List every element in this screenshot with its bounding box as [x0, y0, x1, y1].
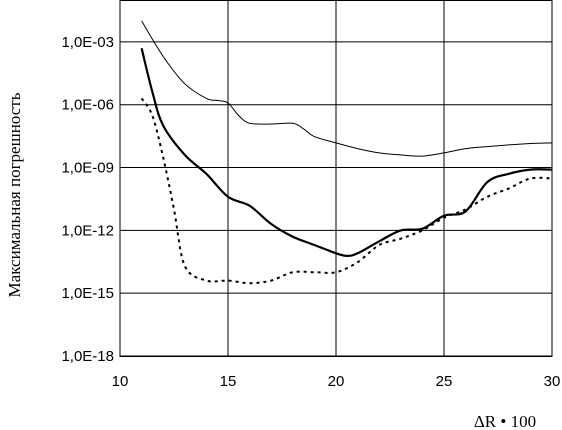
y-axis-label: Максимальная погрешность [5, 92, 24, 297]
y-tick-label: 1,0E-15 [61, 285, 114, 302]
y-tick-label: 1,0E-12 [61, 222, 114, 239]
x-tick-label: 10 [112, 373, 129, 390]
series-line-3 [140, 97, 553, 285]
y-tick-label: 1,0E-03 [61, 34, 114, 51]
y-tick-label: 1,0E-06 [61, 97, 114, 114]
grid [119, 0, 553, 357]
y-tick-label: 1,0E-09 [61, 160, 114, 177]
x-tick-label: 15 [220, 373, 237, 390]
tick-labels: 10 15 20 25 30 1,0E-18 1,0E-15 1,0E-12 1,0E-09 1,… [61, 34, 560, 390]
series-line-2 [140, 47, 553, 258]
series-group [140, 20, 553, 285]
y-tick-label: 1,0E-18 [61, 348, 114, 365]
x-tick-label: 25 [436, 373, 453, 390]
series-line-1 [141, 20, 553, 157]
x-axis-label: ΔR • 100 [474, 412, 536, 430]
x-tick-label: 30 [544, 373, 561, 390]
x-tick-label: 20 [328, 373, 345, 390]
